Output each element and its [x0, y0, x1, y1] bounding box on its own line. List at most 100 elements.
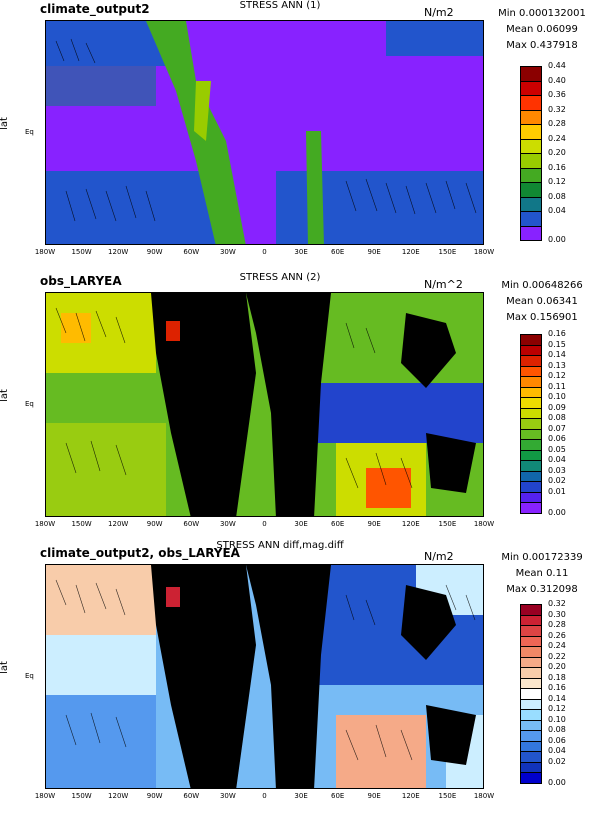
panel-title-center: STRESS ANN (2): [239, 272, 321, 283]
stat-min: Min 0.00648266: [501, 280, 583, 291]
colorbar-label: 0.44: [548, 61, 566, 70]
x-tick: 180W: [473, 248, 495, 256]
x-tick: 150W: [71, 792, 92, 800]
colorbar-label: 0.03: [548, 465, 566, 475]
colorbar-label: 0.28: [548, 119, 566, 128]
x-tick: 180W: [473, 792, 495, 800]
x-tick: 120W: [108, 520, 129, 528]
x-tick: 30E: [294, 248, 308, 256]
x-tick: 180W: [34, 792, 56, 800]
stat-min: Min 0.00172339: [501, 552, 583, 563]
colorbar-label: 0.36: [548, 90, 566, 99]
colorbar-label: 0.28: [548, 620, 566, 629]
equator-label: Eq: [25, 672, 34, 680]
stat-mean: Mean 0.06099: [506, 24, 578, 35]
map-svg: [46, 293, 483, 516]
colorbar-label: 0.32: [548, 104, 566, 114]
colorbar-label: 0.12: [548, 177, 566, 186]
x-tick: 30E: [294, 520, 308, 528]
stats-block: Min 0.00648266 Mean 0.06341 Max 0.156901: [488, 278, 596, 326]
x-tick: 90W: [146, 520, 163, 528]
equator-label: Eq: [25, 400, 34, 408]
colorbar-label: 0.05: [548, 444, 566, 454]
stat-max: Max 0.312098: [506, 584, 578, 595]
colorbar-swatch: [520, 167, 542, 183]
x-tick: 90W: [146, 248, 163, 256]
x-tick: 150W: [71, 248, 92, 256]
map-plot: [45, 292, 484, 517]
y-axis-label: lat: [0, 661, 10, 674]
colorbar-label: 0.18: [548, 672, 566, 682]
panel-1: climate_output2 STRESS ANN (1) N/m2 Min …: [0, 0, 606, 270]
x-tick: 60E: [331, 520, 345, 528]
colorbar-label: 0.06: [548, 434, 566, 443]
colorbar-swatch: [520, 225, 542, 241]
panel-3: climate_output2, obs_LARYEA STRESS ANN d…: [0, 540, 606, 814]
colorbar-label: 0.02: [548, 476, 566, 485]
colorbar-label: 0.26: [548, 630, 566, 640]
colorbar-swatch: [520, 138, 542, 154]
x-tick: 120W: [108, 792, 129, 800]
colorbar-label: 0.40: [548, 75, 566, 85]
x-tick: 30W: [219, 248, 236, 256]
x-tick: 120E: [401, 520, 420, 528]
equator-label: Eq: [25, 128, 34, 136]
colorbar-label: 0.13: [548, 360, 566, 370]
colorbar-swatch: [520, 211, 542, 227]
x-tick: 30W: [219, 520, 236, 528]
stats-block: Min 0.00172339 Mean 0.11 Max 0.312098: [488, 550, 596, 598]
colorbar-swatch: [520, 124, 542, 140]
colorbar-swatch: [520, 196, 542, 212]
x-tick: 90W: [146, 792, 163, 800]
colorbar-label: 0.24: [548, 133, 566, 143]
colorbar-label: 0.20: [548, 662, 566, 671]
stat-max: Max 0.437918: [506, 40, 578, 51]
x-tick: 120E: [401, 792, 420, 800]
colorbar-label: 0.12: [548, 371, 566, 380]
colorbar-label: 0.12: [548, 704, 566, 713]
x-tick: 90E: [367, 520, 381, 528]
colorbar-label: 0.14: [548, 350, 566, 359]
colorbar-swatch: [520, 66, 542, 82]
x-tick: 0: [262, 520, 267, 528]
colorbar-swatch: [520, 80, 542, 96]
stat-mean: Mean 0.06341: [506, 296, 578, 307]
x-tick: 150E: [438, 792, 457, 800]
x-tick: 60E: [331, 248, 345, 256]
colorbar-swatch: [520, 153, 542, 169]
x-tick: 150E: [438, 520, 457, 528]
colorbar-label: 0.32: [548, 599, 566, 608]
colorbar-label: 0.04: [548, 746, 566, 755]
x-tick: 180W: [473, 520, 495, 528]
colorbar-label: 0.00: [548, 777, 566, 787]
units-label: N/m2: [424, 550, 454, 563]
colorbar-label: 0.09: [548, 402, 566, 412]
colorbar-label: 0.16: [548, 683, 566, 692]
x-tick: 0: [262, 792, 267, 800]
x-tick: 120W: [108, 248, 129, 256]
y-axis-label: lat: [0, 117, 10, 130]
panel-2: obs_LARYEA STRESS ANN (2) N/m^2 Min 0.00…: [0, 272, 606, 542]
x-tick: 0: [262, 248, 267, 256]
map-svg: [46, 21, 483, 244]
colorbar-swatch: [520, 95, 542, 111]
colorbar-label: 0.15: [548, 339, 566, 349]
panel-title-left: obs_LARYEA: [40, 274, 122, 288]
panel-title-left: climate_output2, obs_LARYEA: [40, 546, 240, 560]
colorbar-label: 0.04: [548, 206, 566, 215]
stats-block: Min 0.000132001 Mean 0.06099 Max 0.43791…: [488, 6, 596, 54]
colorbar-label: 0.10: [548, 714, 566, 724]
colorbar-swatch: [520, 182, 542, 198]
x-tick: 180W: [34, 520, 56, 528]
colorbar-label: 0.04: [548, 455, 566, 464]
colorbar-label: 0.01: [548, 486, 566, 496]
x-tick: 90E: [367, 792, 381, 800]
map-plot: [45, 564, 484, 789]
colorbar-label: 0.24: [548, 641, 566, 650]
colorbar-label: 0.16: [548, 162, 566, 172]
colorbar-label: 0.30: [548, 609, 566, 619]
x-tick: 60W: [183, 792, 200, 800]
x-tick: 60W: [183, 520, 200, 528]
stat-max: Max 0.156901: [506, 312, 578, 323]
x-tick: 30W: [219, 792, 236, 800]
